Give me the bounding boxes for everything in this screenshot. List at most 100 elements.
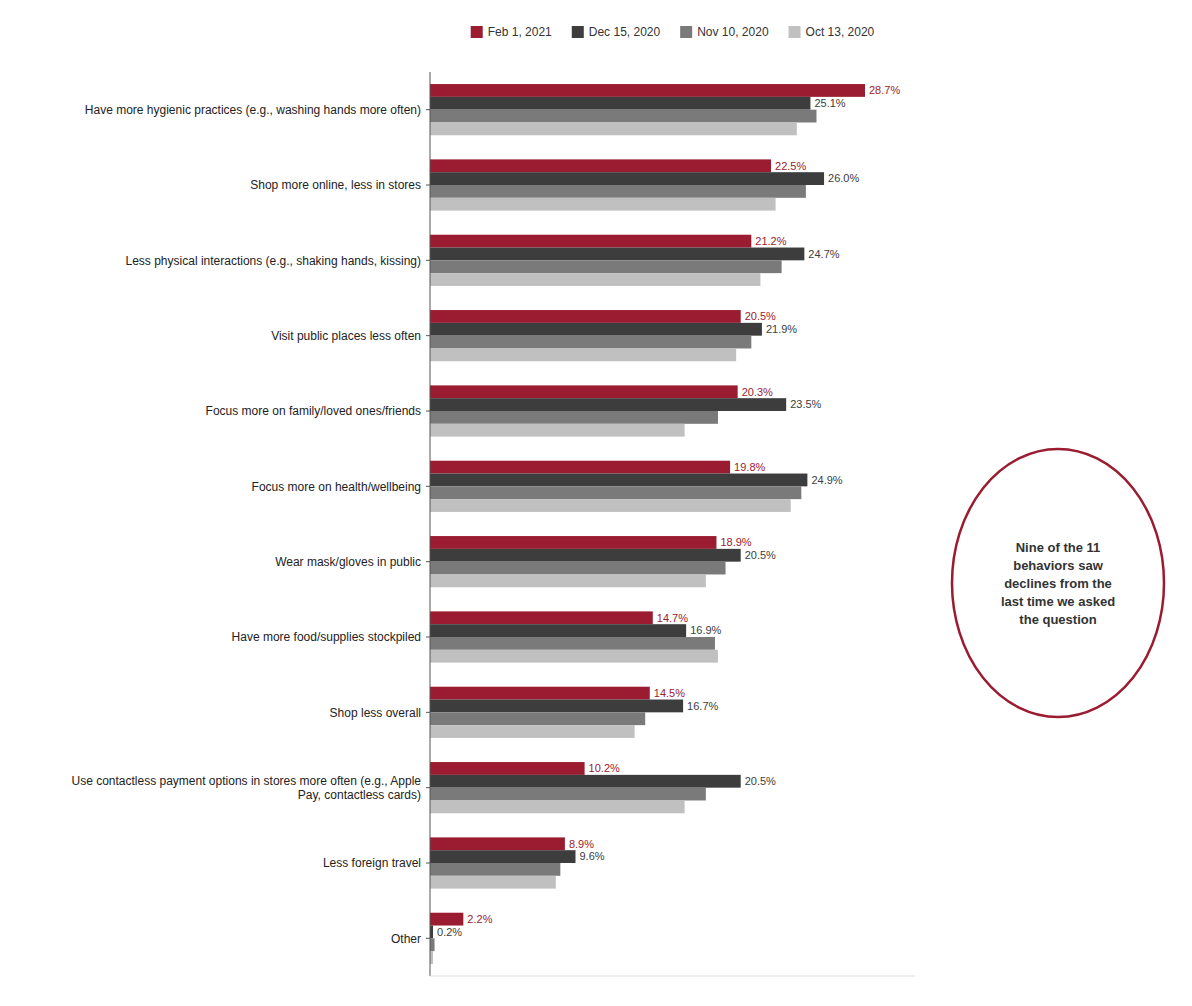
bar — [430, 198, 776, 211]
category-label-line: Less physical interactions (e.g., shakin… — [126, 254, 421, 268]
legend-label: Feb 1, 2021 — [488, 25, 552, 39]
bar — [430, 574, 706, 587]
y-axis-line — [430, 72, 431, 976]
category-label: Less foreign travel — [323, 856, 421, 870]
category-label: Focus more on health/wellbeing — [252, 480, 421, 494]
category-label: Wear mask/gloves in public — [275, 555, 421, 569]
bar — [430, 562, 726, 575]
category-label: Shop less overall — [330, 706, 421, 720]
legend-item: Feb 1, 2021 — [471, 25, 552, 39]
bar — [430, 624, 686, 637]
category-label: Visit public places less often — [271, 329, 421, 343]
category-label-line: Visit public places less often — [271, 329, 421, 343]
bar — [430, 385, 738, 398]
category-label: Have more food/supplies stockpiled — [232, 630, 421, 644]
bar — [430, 938, 435, 951]
data-label: 20.3% — [742, 386, 773, 398]
bar — [430, 788, 706, 801]
category-label: Less physical interactions (e.g., shakin… — [126, 254, 421, 268]
category-label: Have more hygienic practices (e.g., wash… — [85, 103, 421, 117]
bar — [430, 310, 741, 323]
category-label-line: Focus more on family/loved ones/friends — [206, 404, 421, 418]
bar — [430, 159, 771, 172]
bar — [430, 850, 576, 863]
y-tick — [426, 260, 430, 261]
data-label: 2.2% — [467, 913, 492, 925]
annotation-line: last time we asked — [1001, 594, 1115, 609]
data-label: 23.5% — [790, 398, 821, 410]
category-label-line: Wear mask/gloves in public — [275, 555, 421, 569]
data-label: 14.5% — [654, 687, 685, 699]
bar — [430, 775, 741, 788]
legend-label: Dec 15, 2020 — [589, 25, 661, 39]
category-label: Use contactless payment options in store… — [71, 774, 421, 802]
data-label: 28.7% — [869, 84, 900, 96]
data-label: 21.9% — [766, 323, 797, 335]
annotation-line: behaviors saw — [1013, 558, 1103, 573]
bar — [430, 273, 760, 286]
bar — [430, 876, 556, 889]
bar — [430, 650, 718, 663]
legend-item: Dec 15, 2020 — [572, 25, 661, 39]
category-label-line: Less foreign travel — [323, 856, 421, 870]
category-label-line: Use contactless payment options in store… — [71, 774, 421, 788]
y-tick-labels: Have more hygienic practices (e.g., wash… — [71, 103, 430, 946]
bar — [430, 474, 807, 487]
bar — [430, 913, 463, 926]
category-label-line: Focus more on health/wellbeing — [252, 480, 421, 494]
bar — [430, 260, 782, 273]
data-label: 21.2% — [755, 235, 786, 247]
annotation-line: declines from the — [1004, 576, 1112, 591]
data-label: 0.2% — [437, 926, 462, 938]
legend-swatch — [572, 26, 584, 38]
annotation-line: the question — [1019, 612, 1096, 627]
bar — [430, 725, 635, 738]
bar — [430, 323, 762, 336]
bar — [430, 185, 806, 198]
bar — [430, 700, 683, 713]
bar — [430, 235, 751, 248]
y-tick — [426, 637, 430, 638]
bar — [430, 637, 715, 650]
legend-item: Oct 13, 2020 — [789, 25, 875, 39]
y-tick — [426, 486, 430, 487]
data-label: 14.7% — [657, 612, 688, 624]
data-label: 18.9% — [720, 536, 751, 548]
y-tick — [426, 938, 430, 939]
data-labels: 28.7%22.5%21.2%20.5%20.3%19.8%18.9%14.7%… — [437, 84, 900, 937]
bar — [430, 424, 685, 437]
y-tick — [426, 712, 430, 713]
bar — [430, 248, 804, 261]
y-tick — [426, 411, 430, 412]
category-label-line: Have more hygienic practices (e.g., wash… — [85, 103, 421, 117]
bar — [430, 411, 718, 424]
category-label-line: Have more food/supplies stockpiled — [232, 630, 421, 644]
category-label-line: Other — [391, 932, 421, 946]
bar — [430, 97, 810, 110]
bar — [430, 712, 645, 725]
bar — [430, 800, 685, 813]
bar — [430, 348, 736, 361]
bar — [430, 461, 730, 474]
bars — [430, 84, 865, 964]
category-label: Shop more online, less in stores — [250, 178, 421, 192]
data-label: 20.5% — [745, 310, 776, 322]
data-label: 16.7% — [687, 700, 718, 712]
bar — [430, 172, 824, 185]
y-tick — [426, 335, 430, 336]
bar — [430, 611, 653, 624]
x-axis-line — [430, 976, 915, 977]
category-label-line: Shop less overall — [330, 706, 421, 720]
bar — [430, 486, 801, 499]
legend-label: Oct 13, 2020 — [806, 25, 875, 39]
legend-swatch — [471, 26, 483, 38]
data-label: 26.0% — [828, 172, 859, 184]
data-label: 20.5% — [745, 549, 776, 561]
bar — [430, 84, 865, 97]
bar — [430, 863, 560, 876]
y-tick — [426, 863, 430, 864]
bar — [430, 837, 565, 850]
bar — [430, 536, 716, 549]
background — [0, 0, 1192, 1006]
bar — [430, 122, 797, 135]
